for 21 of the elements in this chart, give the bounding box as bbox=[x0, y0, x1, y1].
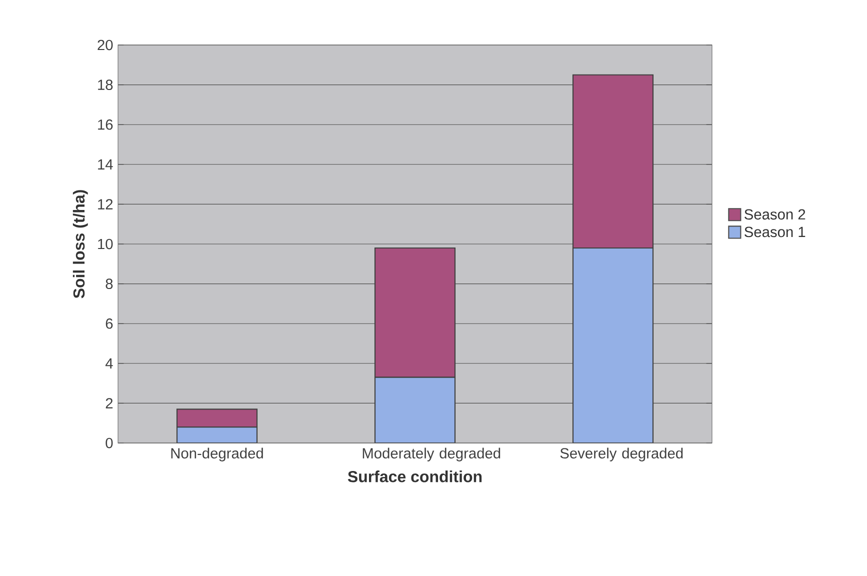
x-tick-label: Severely degraded bbox=[560, 448, 683, 462]
bar bbox=[176, 426, 258, 443]
legend-label: Season 1 bbox=[744, 226, 806, 238]
y-tick-label: 2 bbox=[106, 398, 113, 408]
x-tick-label: Non-degraded bbox=[171, 448, 263, 462]
y-tick-label: 20 bbox=[98, 40, 113, 50]
y-tick-label: 16 bbox=[98, 119, 113, 130]
y-tick-label: 10 bbox=[98, 238, 113, 250]
y-axis-title: Soil loss (t/ha) bbox=[72, 190, 88, 298]
y-tick-label: 6 bbox=[106, 318, 113, 329]
y-tick-label: 8 bbox=[106, 278, 113, 289]
x-axis-title: Surface condition bbox=[348, 470, 482, 482]
bar bbox=[374, 376, 456, 443]
y-tick-label: 12 bbox=[98, 199, 113, 210]
x-tick-label: Moderately degraded bbox=[362, 448, 500, 462]
y-tick-label: 14 bbox=[98, 159, 113, 170]
y-tick-label: 4 bbox=[105, 358, 113, 368]
y-tick-label: 18 bbox=[98, 80, 113, 90]
y-tick-label: 0 bbox=[106, 438, 113, 448]
legend-label: Season 2 bbox=[744, 209, 806, 220]
bar bbox=[572, 247, 654, 443]
